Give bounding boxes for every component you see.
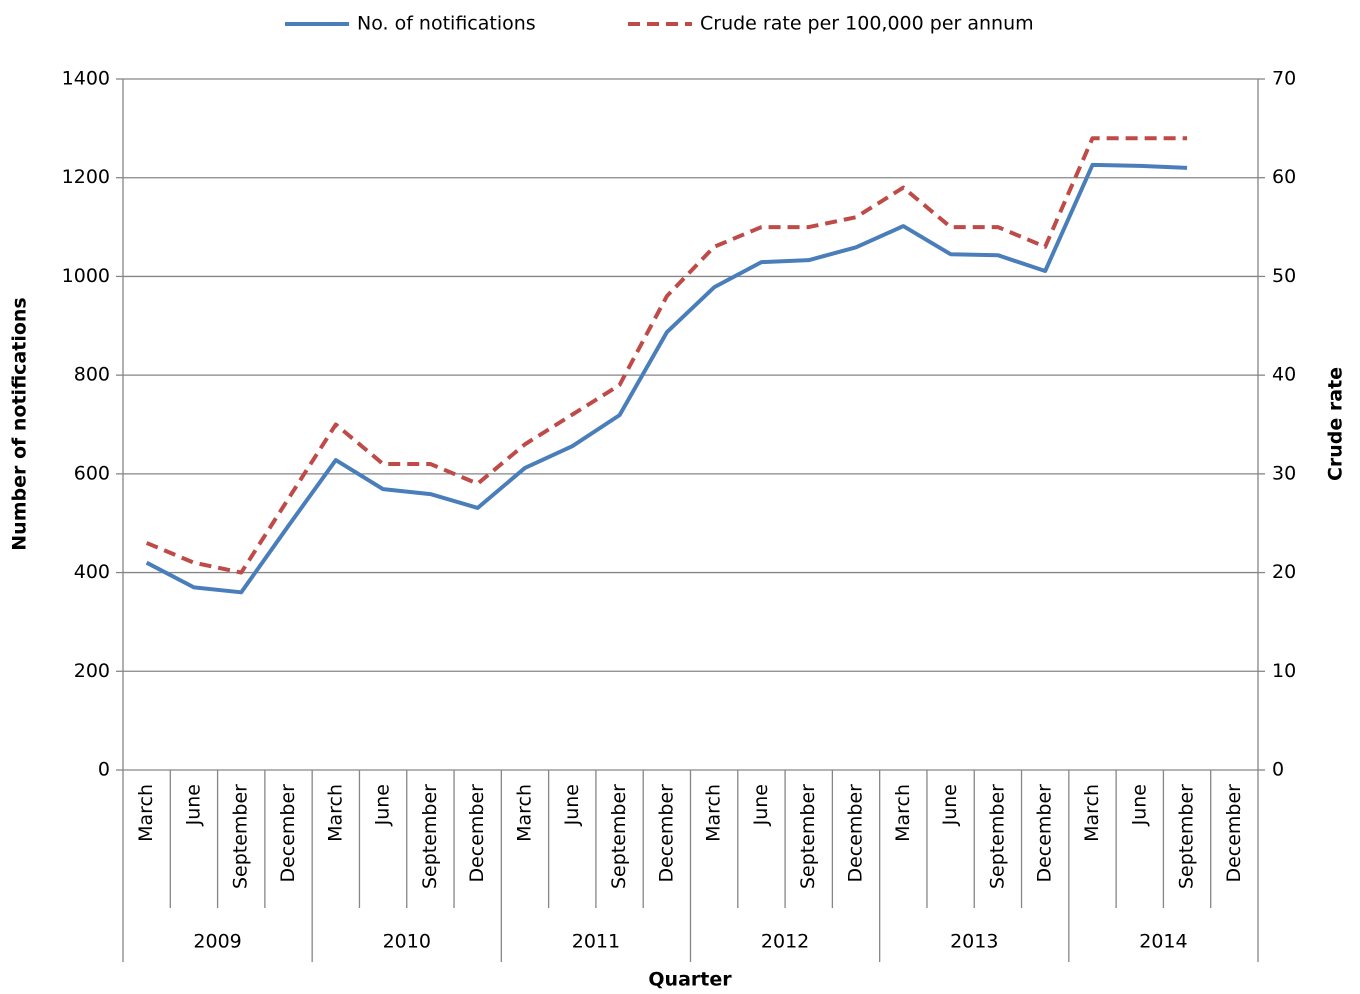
x-tick-label: March xyxy=(1081,784,1103,842)
year-label: 2011 xyxy=(572,931,620,953)
x-tick-label: September xyxy=(1176,784,1198,889)
y-tick-label: 200 xyxy=(74,660,110,682)
x-axis-title: Quarter xyxy=(648,969,732,991)
year-label: 2010 xyxy=(383,931,431,953)
x-tick-label: June xyxy=(561,784,583,826)
y-tick-label: 0 xyxy=(98,759,110,781)
y2-tick-label: 30 xyxy=(1272,462,1296,484)
y2-tick-label: 70 xyxy=(1272,68,1296,90)
x-tick-label: June xyxy=(939,784,961,826)
y-tick-label: 1000 xyxy=(62,265,110,287)
x-tick-label: March xyxy=(892,784,914,842)
series-line xyxy=(145,136,1188,575)
x-tick-label: December xyxy=(845,784,867,883)
y-tick-label: 400 xyxy=(74,561,110,583)
x-tick-label: September xyxy=(608,784,630,889)
x-tick-label: June xyxy=(750,784,772,826)
y-tick-label: 600 xyxy=(74,462,110,484)
x-tick-label: December xyxy=(466,784,488,883)
year-label: 2012 xyxy=(761,931,809,953)
y2-tick-label: 0 xyxy=(1272,759,1284,781)
x-tick-label: September xyxy=(986,784,1008,889)
y-axis-title: Number of notifications xyxy=(9,297,31,550)
x-tick-label: December xyxy=(1034,784,1056,883)
y2-tick-label: 20 xyxy=(1272,561,1296,583)
x-tick-label: December xyxy=(277,784,299,883)
year-label: 2014 xyxy=(1139,931,1187,953)
y2-tick-label: 50 xyxy=(1272,265,1296,287)
x-tick-label: September xyxy=(419,784,441,889)
y2-axis-title: Crude rate xyxy=(1325,367,1347,481)
x-tick-label: December xyxy=(655,784,677,883)
year-label: 2013 xyxy=(950,931,998,953)
y2-tick-label: 60 xyxy=(1272,166,1296,188)
x-tick-label: June xyxy=(1128,784,1150,826)
y-tick-label: 1200 xyxy=(62,166,110,188)
legend-label: No. of notifications xyxy=(357,13,536,35)
y2-tick-label: 10 xyxy=(1272,660,1296,682)
y-tick-label: 1400 xyxy=(62,68,110,90)
x-tick-label: June xyxy=(182,784,204,826)
y-tick-label: 800 xyxy=(74,364,110,386)
x-tick-label: March xyxy=(703,784,725,842)
x-tick-label: March xyxy=(135,784,157,842)
x-tick-label: March xyxy=(324,784,346,842)
x-tick-label: June xyxy=(372,784,394,826)
year-label: 2009 xyxy=(193,931,241,953)
x-tick-label: September xyxy=(230,784,252,889)
x-tick-label: December xyxy=(1223,784,1245,883)
legend-label: Crude rate per 100,000 per annum xyxy=(700,13,1034,35)
y2-tick-label: 40 xyxy=(1272,364,1296,386)
x-tick-label: March xyxy=(513,784,535,842)
x-tick-label: September xyxy=(797,784,819,889)
series-line xyxy=(145,162,1188,595)
